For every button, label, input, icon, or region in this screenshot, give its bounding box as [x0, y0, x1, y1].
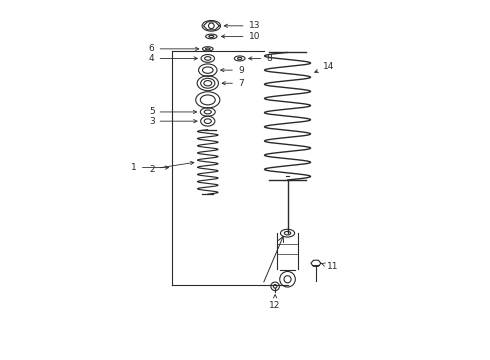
Text: 5: 5 — [149, 107, 196, 116]
Text: 6: 6 — [149, 44, 199, 53]
Text: 12: 12 — [270, 294, 281, 310]
Text: 8: 8 — [249, 54, 272, 63]
Text: 7: 7 — [222, 79, 244, 88]
Text: 9: 9 — [220, 66, 244, 75]
Text: 2: 2 — [149, 161, 194, 174]
Text: 1: 1 — [131, 163, 169, 172]
Text: 11: 11 — [321, 262, 338, 271]
Text: 14: 14 — [315, 62, 334, 73]
Text: 4: 4 — [149, 54, 197, 63]
Text: 13: 13 — [224, 21, 260, 30]
Text: 10: 10 — [221, 32, 260, 41]
Text: 3: 3 — [149, 117, 197, 126]
